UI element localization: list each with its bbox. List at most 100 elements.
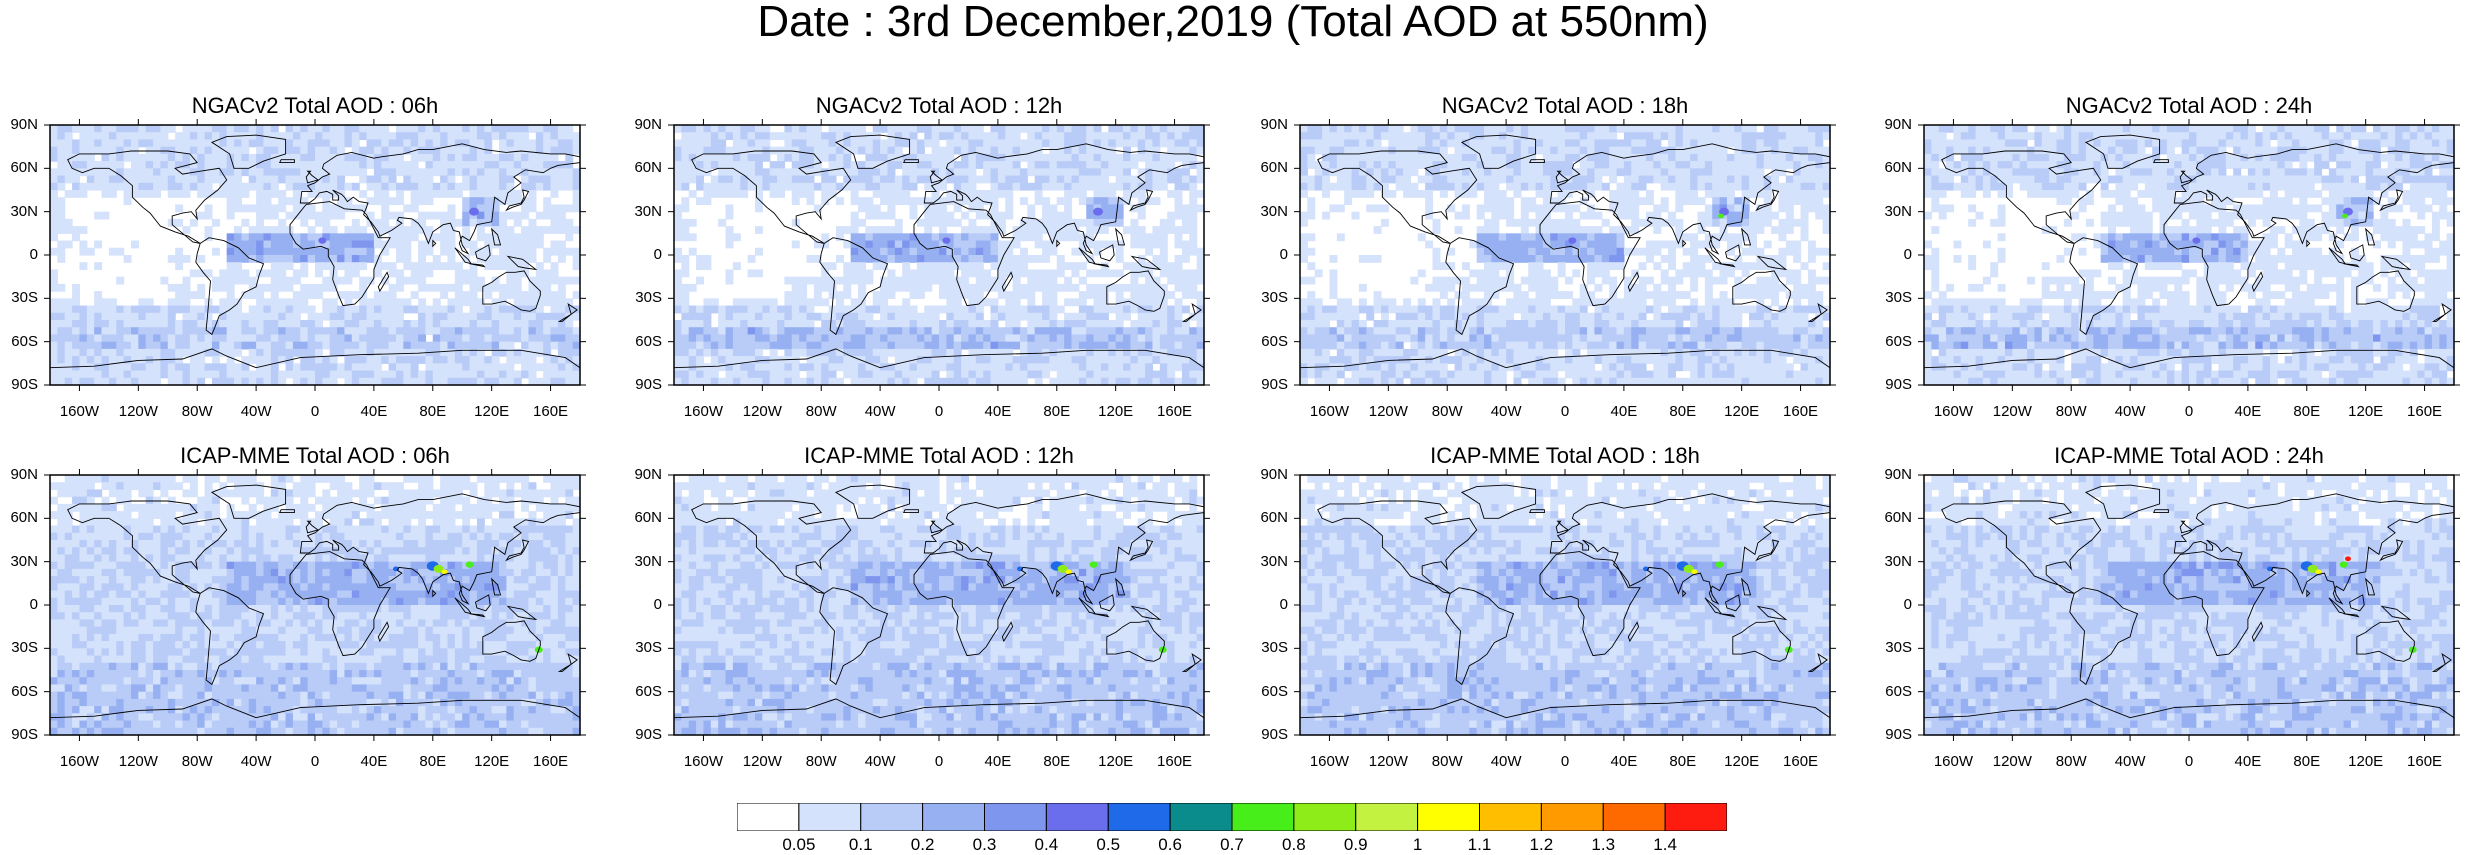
latitude-tick-label: 30S <box>1261 289 1288 306</box>
colorbar-swatch <box>1603 803 1665 831</box>
latitude-tick-label: 60S <box>1885 333 1912 350</box>
longitude-tick-label: 120E <box>1098 403 1133 420</box>
latitude-tick-label: 30N <box>634 203 662 220</box>
latitude-tick-label: 90N <box>1884 466 1912 483</box>
longitude-tick-label: 80W <box>2056 753 2087 770</box>
colorbar-swatch <box>799 803 861 831</box>
latitude-tick-label: 0 <box>30 596 38 613</box>
longitude-tick-label: 40E <box>985 753 1012 770</box>
longitude-tick-label: 40W <box>2115 403 2146 420</box>
latitude-tick-label: 90S <box>635 376 662 393</box>
latitude-tick-label: 0 <box>654 246 662 263</box>
latitude-tick-label: 30N <box>634 553 662 570</box>
colorbar-swatch <box>1046 803 1108 831</box>
aod-map <box>50 475 580 735</box>
latitude-tick-label: 0 <box>654 596 662 613</box>
longitude-tick-label: 160W <box>1934 753 1973 770</box>
longitude-tick-label: 120W <box>743 753 782 770</box>
latitude-tick-label: 90N <box>634 466 662 483</box>
latitude-tick-label: 60N <box>10 509 38 526</box>
latitude-tick-label: 60N <box>1260 509 1288 526</box>
longitude-tick-label: 40W <box>865 753 896 770</box>
longitude-tick-label: 160E <box>533 753 568 770</box>
longitude-tick-label: 120W <box>1369 753 1408 770</box>
latitude-tick-label: 30S <box>11 639 38 656</box>
longitude-tick-label: 80E <box>1043 403 1070 420</box>
latitude-tick-label: 90S <box>1885 726 1912 743</box>
longitude-tick-label: 120W <box>119 403 158 420</box>
longitude-tick-label: 0 <box>1561 753 1569 770</box>
colorbar-swatch <box>737 803 799 831</box>
latitude-tick-label: 30S <box>635 289 662 306</box>
latitude-tick-label: 0 <box>1904 246 1912 263</box>
aod-map <box>674 125 1204 385</box>
aod-field <box>1300 475 1831 736</box>
longitude-tick-label: 160E <box>1783 753 1818 770</box>
panel-title: NGACv2 Total AOD : 12h <box>674 93 1204 119</box>
colorbar-label: 0.1 <box>849 835 873 855</box>
latitude-tick-label: 60S <box>1261 333 1288 350</box>
longitude-tick-label: 80E <box>419 753 446 770</box>
longitude-tick-label: 120E <box>1724 403 1759 420</box>
longitude-tick-label: 40W <box>1491 753 1522 770</box>
longitude-tick-label: 120E <box>1724 753 1759 770</box>
aod-map <box>1300 475 1830 735</box>
longitude-tick-label: 40W <box>241 753 272 770</box>
latitude-tick-label: 60N <box>634 509 662 526</box>
latitude-tick-label: 90N <box>1260 116 1288 133</box>
colorbar-label: 0.7 <box>1220 835 1244 855</box>
longitude-tick-label: 160W <box>1310 753 1349 770</box>
latitude-tick-label: 30N <box>1884 203 1912 220</box>
colorbar-swatch <box>1665 803 1727 831</box>
longitude-tick-label: 80W <box>806 403 837 420</box>
latitude-tick-label: 60S <box>1261 683 1288 700</box>
longitude-tick-label: 120W <box>1369 403 1408 420</box>
longitude-tick-label: 80E <box>1669 403 1696 420</box>
colorbar-swatch <box>1541 803 1603 831</box>
latitude-tick-label: 30S <box>635 639 662 656</box>
longitude-tick-label: 80E <box>1043 753 1070 770</box>
panel-title: NGACv2 Total AOD : 24h <box>1924 93 2454 119</box>
longitude-tick-label: 160W <box>60 753 99 770</box>
colorbar-swatch <box>1170 803 1232 831</box>
latitude-tick-label: 60N <box>1884 159 1912 176</box>
colorbar-swatch <box>985 803 1047 831</box>
latitude-tick-label: 90S <box>11 726 38 743</box>
latitude-tick-label: 30S <box>11 289 38 306</box>
latitude-tick-label: 30N <box>1260 553 1288 570</box>
longitude-tick-label: 0 <box>935 403 943 420</box>
aod-field <box>50 125 581 386</box>
latitude-tick-label: 90N <box>10 116 38 133</box>
longitude-tick-label: 0 <box>2185 403 2193 420</box>
longitude-tick-label: 160E <box>1157 403 1192 420</box>
colorbar-swatch <box>1232 803 1294 831</box>
longitude-tick-label: 40E <box>1611 753 1638 770</box>
colorbar-label: 0.9 <box>1344 835 1368 855</box>
latitude-tick-label: 90S <box>1885 376 1912 393</box>
colorbar-label: 1 <box>1413 835 1422 855</box>
longitude-tick-label: 40E <box>2235 403 2262 420</box>
longitude-tick-label: 160W <box>60 403 99 420</box>
longitude-tick-label: 80W <box>806 753 837 770</box>
colorbar-label: 0.05 <box>782 835 815 855</box>
colorbar-swatch <box>1294 803 1356 831</box>
longitude-tick-label: 120W <box>1993 403 2032 420</box>
longitude-tick-label: 80W <box>1432 753 1463 770</box>
longitude-tick-label: 0 <box>1561 403 1569 420</box>
colorbar-swatch <box>861 803 923 831</box>
longitude-tick-label: 120E <box>2348 753 2383 770</box>
longitude-tick-label: 80W <box>182 403 213 420</box>
panel-title: NGACv2 Total AOD : 18h <box>1300 93 1830 119</box>
longitude-tick-label: 40E <box>985 403 1012 420</box>
latitude-tick-label: 0 <box>1280 246 1288 263</box>
longitude-tick-label: 40W <box>241 403 272 420</box>
longitude-tick-label: 120E <box>474 753 509 770</box>
colorbar-label: 1.2 <box>1530 835 1554 855</box>
longitude-tick-label: 0 <box>311 403 319 420</box>
longitude-tick-label: 160E <box>533 403 568 420</box>
